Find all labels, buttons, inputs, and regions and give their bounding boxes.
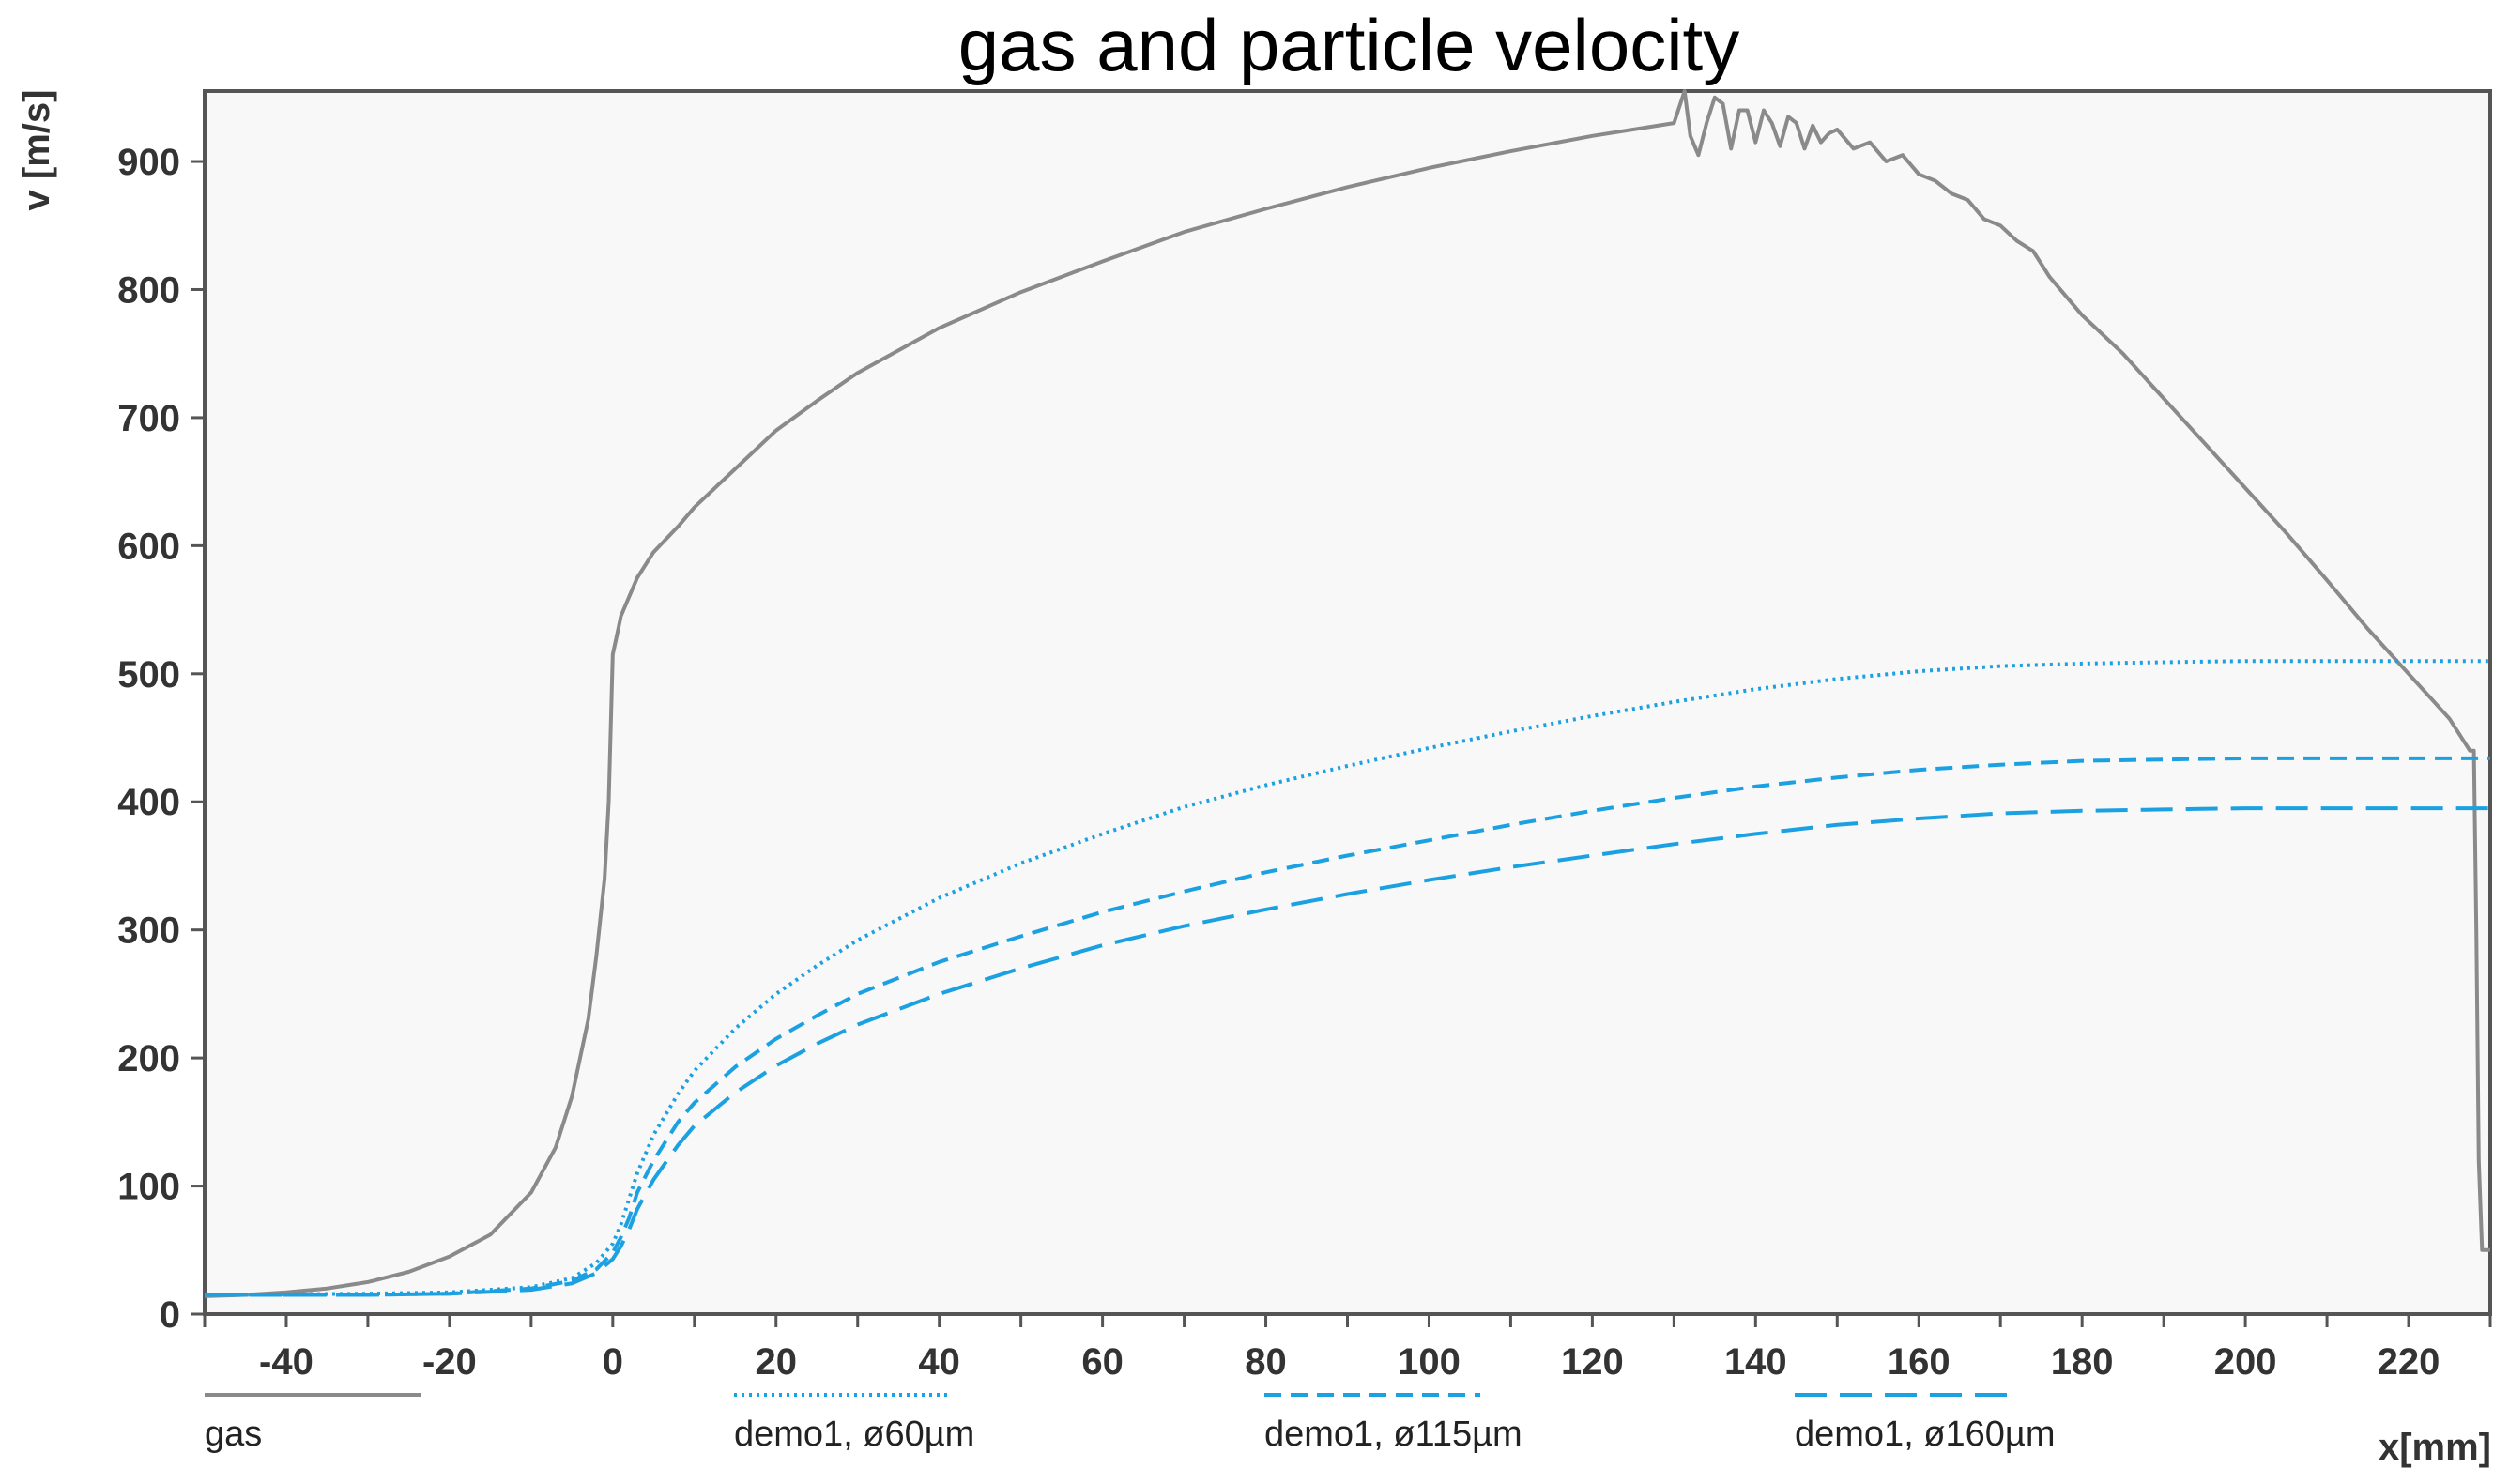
- x-tick-label: 100: [1398, 1341, 1461, 1383]
- x-tick-label: 60: [1081, 1341, 1124, 1383]
- x-tick-label: 220: [2378, 1341, 2440, 1383]
- y-tick-label: 200: [117, 1038, 180, 1079]
- x-tick-label: 0: [603, 1341, 623, 1383]
- x-tick-label: 80: [1245, 1341, 1287, 1383]
- y-tick-label: 800: [117, 269, 180, 311]
- series-line-3: [205, 806, 2490, 1297]
- series-line-0: [204, 89, 2490, 1298]
- y-tick-label: 700: [117, 398, 180, 439]
- x-tick-label: 200: [2214, 1341, 2277, 1383]
- x-tick-label: 140: [1724, 1341, 1787, 1383]
- y-tick-label: 400: [117, 782, 180, 823]
- legend: gas demo1, ø60µm demo1, ø115µm demo1, ø160µ…: [205, 1393, 2055, 1454]
- x-tick-label: 180: [2051, 1341, 2114, 1383]
- legend-label-2: demo1, ø115µm: [1264, 1415, 1522, 1454]
- y-axis-label: v [m/s]: [16, 90, 57, 211]
- plot-area: [203, 89, 2492, 1316]
- x-axis: -40 -20 0 20 40 60 80 100 120 140 160 180 200 220: [203, 1314, 2492, 1383]
- legend-label-0: gas: [205, 1415, 262, 1454]
- y-tick-label: 900: [117, 142, 180, 183]
- x-tick-label: -20: [422, 1341, 477, 1383]
- series-layer: [204, 89, 2490, 1298]
- x-tick-label: 120: [1561, 1341, 1624, 1383]
- chart-title: gas and particle velocity: [958, 4, 1739, 86]
- series-line-1: [204, 659, 2490, 1297]
- y-tick-label: 100: [117, 1167, 180, 1208]
- y-tick-label: 300: [117, 910, 180, 952]
- y-tick-label: 600: [117, 526, 180, 567]
- x-tick-label: 160: [1888, 1341, 1951, 1383]
- y-tick-label: 0: [160, 1294, 180, 1336]
- x-tick-label: 40: [918, 1341, 960, 1383]
- x-tick-label: 20: [756, 1341, 798, 1383]
- legend-label-3: demo1, ø160µm: [1795, 1415, 2055, 1454]
- y-axis: 0 100 200 300 400 500 600 700 800 900: [117, 142, 205, 1336]
- x-tick-label: -40: [259, 1341, 314, 1383]
- series-line-2: [205, 756, 2490, 1297]
- y-tick-label: 500: [117, 654, 180, 696]
- x-axis-label: x[mm]: [2379, 1427, 2491, 1468]
- legend-label-1: demo1, ø60µm: [734, 1415, 974, 1454]
